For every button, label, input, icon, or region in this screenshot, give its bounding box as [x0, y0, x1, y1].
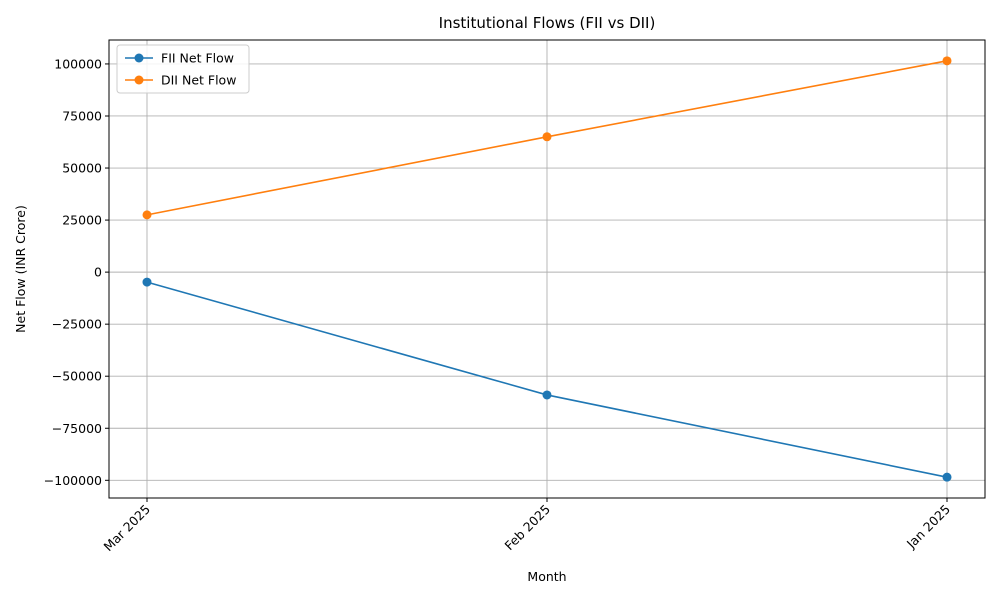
legend-box: [116, 44, 250, 94]
data-point: [942, 472, 952, 482]
data-point: [142, 277, 152, 287]
legend-label: DII Net Flow: [161, 73, 236, 88]
x-tick-label: Feb 2025: [502, 502, 554, 554]
y-axis-label: Net Flow (INR Crore): [13, 205, 28, 333]
data-point: [542, 132, 552, 142]
data-point: [542, 390, 552, 400]
legend-marker: [134, 75, 144, 85]
data-point: [142, 210, 152, 220]
y-tick-label: 100000: [54, 56, 102, 71]
y-tick-label: −100000: [44, 473, 102, 488]
y-tick-label: −25000: [52, 317, 102, 332]
y-tick-label: 0: [94, 265, 102, 280]
y-tick-label: 75000: [62, 108, 102, 123]
chart-title: Institutional Flows (FII vs DII): [439, 14, 656, 32]
series-lines: [142, 56, 952, 482]
legend: FII Net Flow DII Net Flow: [116, 44, 250, 94]
x-tick-label: Jan 2025: [903, 502, 953, 552]
x-axis-label: Month: [527, 569, 566, 584]
x-tick-label: Mar 2025: [101, 502, 154, 555]
axis-ticks: −100000 −75000 −50000 −25000 0 25000 50000 7500…: [44, 56, 953, 554]
y-tick-label: −50000: [52, 369, 102, 384]
legend-marker: [134, 53, 144, 63]
legend-label: FII Net Flow: [161, 51, 234, 66]
data-point: [942, 56, 952, 66]
y-tick-label: 25000: [62, 213, 102, 228]
y-tick-label: −75000: [52, 421, 102, 436]
grid: [109, 40, 985, 498]
y-tick-label: 50000: [62, 161, 102, 176]
